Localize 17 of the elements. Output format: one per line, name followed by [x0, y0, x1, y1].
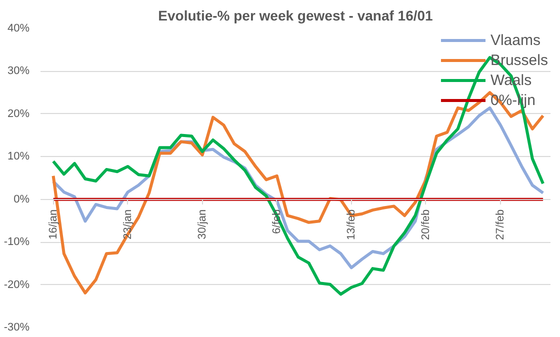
x-tick-label: 30/jan: [196, 209, 208, 240]
x-tick-label: 13/feb: [345, 209, 358, 240]
x-tick-label: 6/feb: [270, 209, 283, 234]
y-tick-label: -20%: [4, 278, 30, 291]
y-tick-label: 0%: [14, 193, 30, 206]
y-tick-label: 20%: [7, 108, 30, 120]
x-tick-label: 20/feb: [420, 209, 432, 240]
x-tick-label: 27/feb: [494, 209, 506, 240]
y-tick-label: 30%: [7, 65, 30, 78]
legend-label: Vlaams: [490, 32, 540, 48]
y-tick-label: -30%: [4, 322, 30, 334]
chart-title: Evolutie-% per week gewest - vanaf 16/01: [158, 8, 434, 24]
x-tick-label: 16/jan: [47, 209, 60, 240]
y-tick-label: 10%: [7, 150, 30, 163]
y-tick-label: 40%: [7, 22, 30, 34]
y-tick-label: -10%: [4, 236, 30, 248]
x-tick-label: 23/jan: [122, 209, 134, 240]
